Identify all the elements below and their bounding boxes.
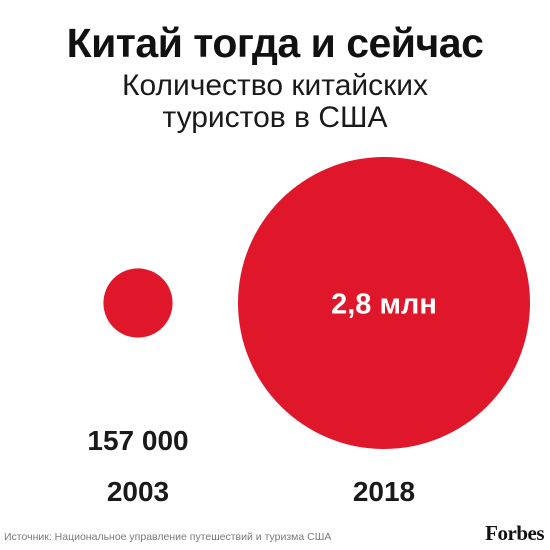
chart-subtitle: Количество китайских туристов в США [121, 69, 429, 134]
value-label-2003: 157 000 [87, 425, 188, 456]
forbes-logo: Forbes [485, 521, 544, 545]
value-label-2018: 2,8 млн [331, 288, 437, 320]
bubble-2003 [103, 268, 173, 338]
year-label-2003: 2003 [107, 476, 169, 507]
year-label-2018: 2018 [353, 476, 415, 507]
bubble-2018 [238, 157, 530, 449]
chart-title: Китай тогда и сейчас [66, 20, 484, 66]
source-note: Источник: Национальное управление путеше… [4, 531, 332, 543]
